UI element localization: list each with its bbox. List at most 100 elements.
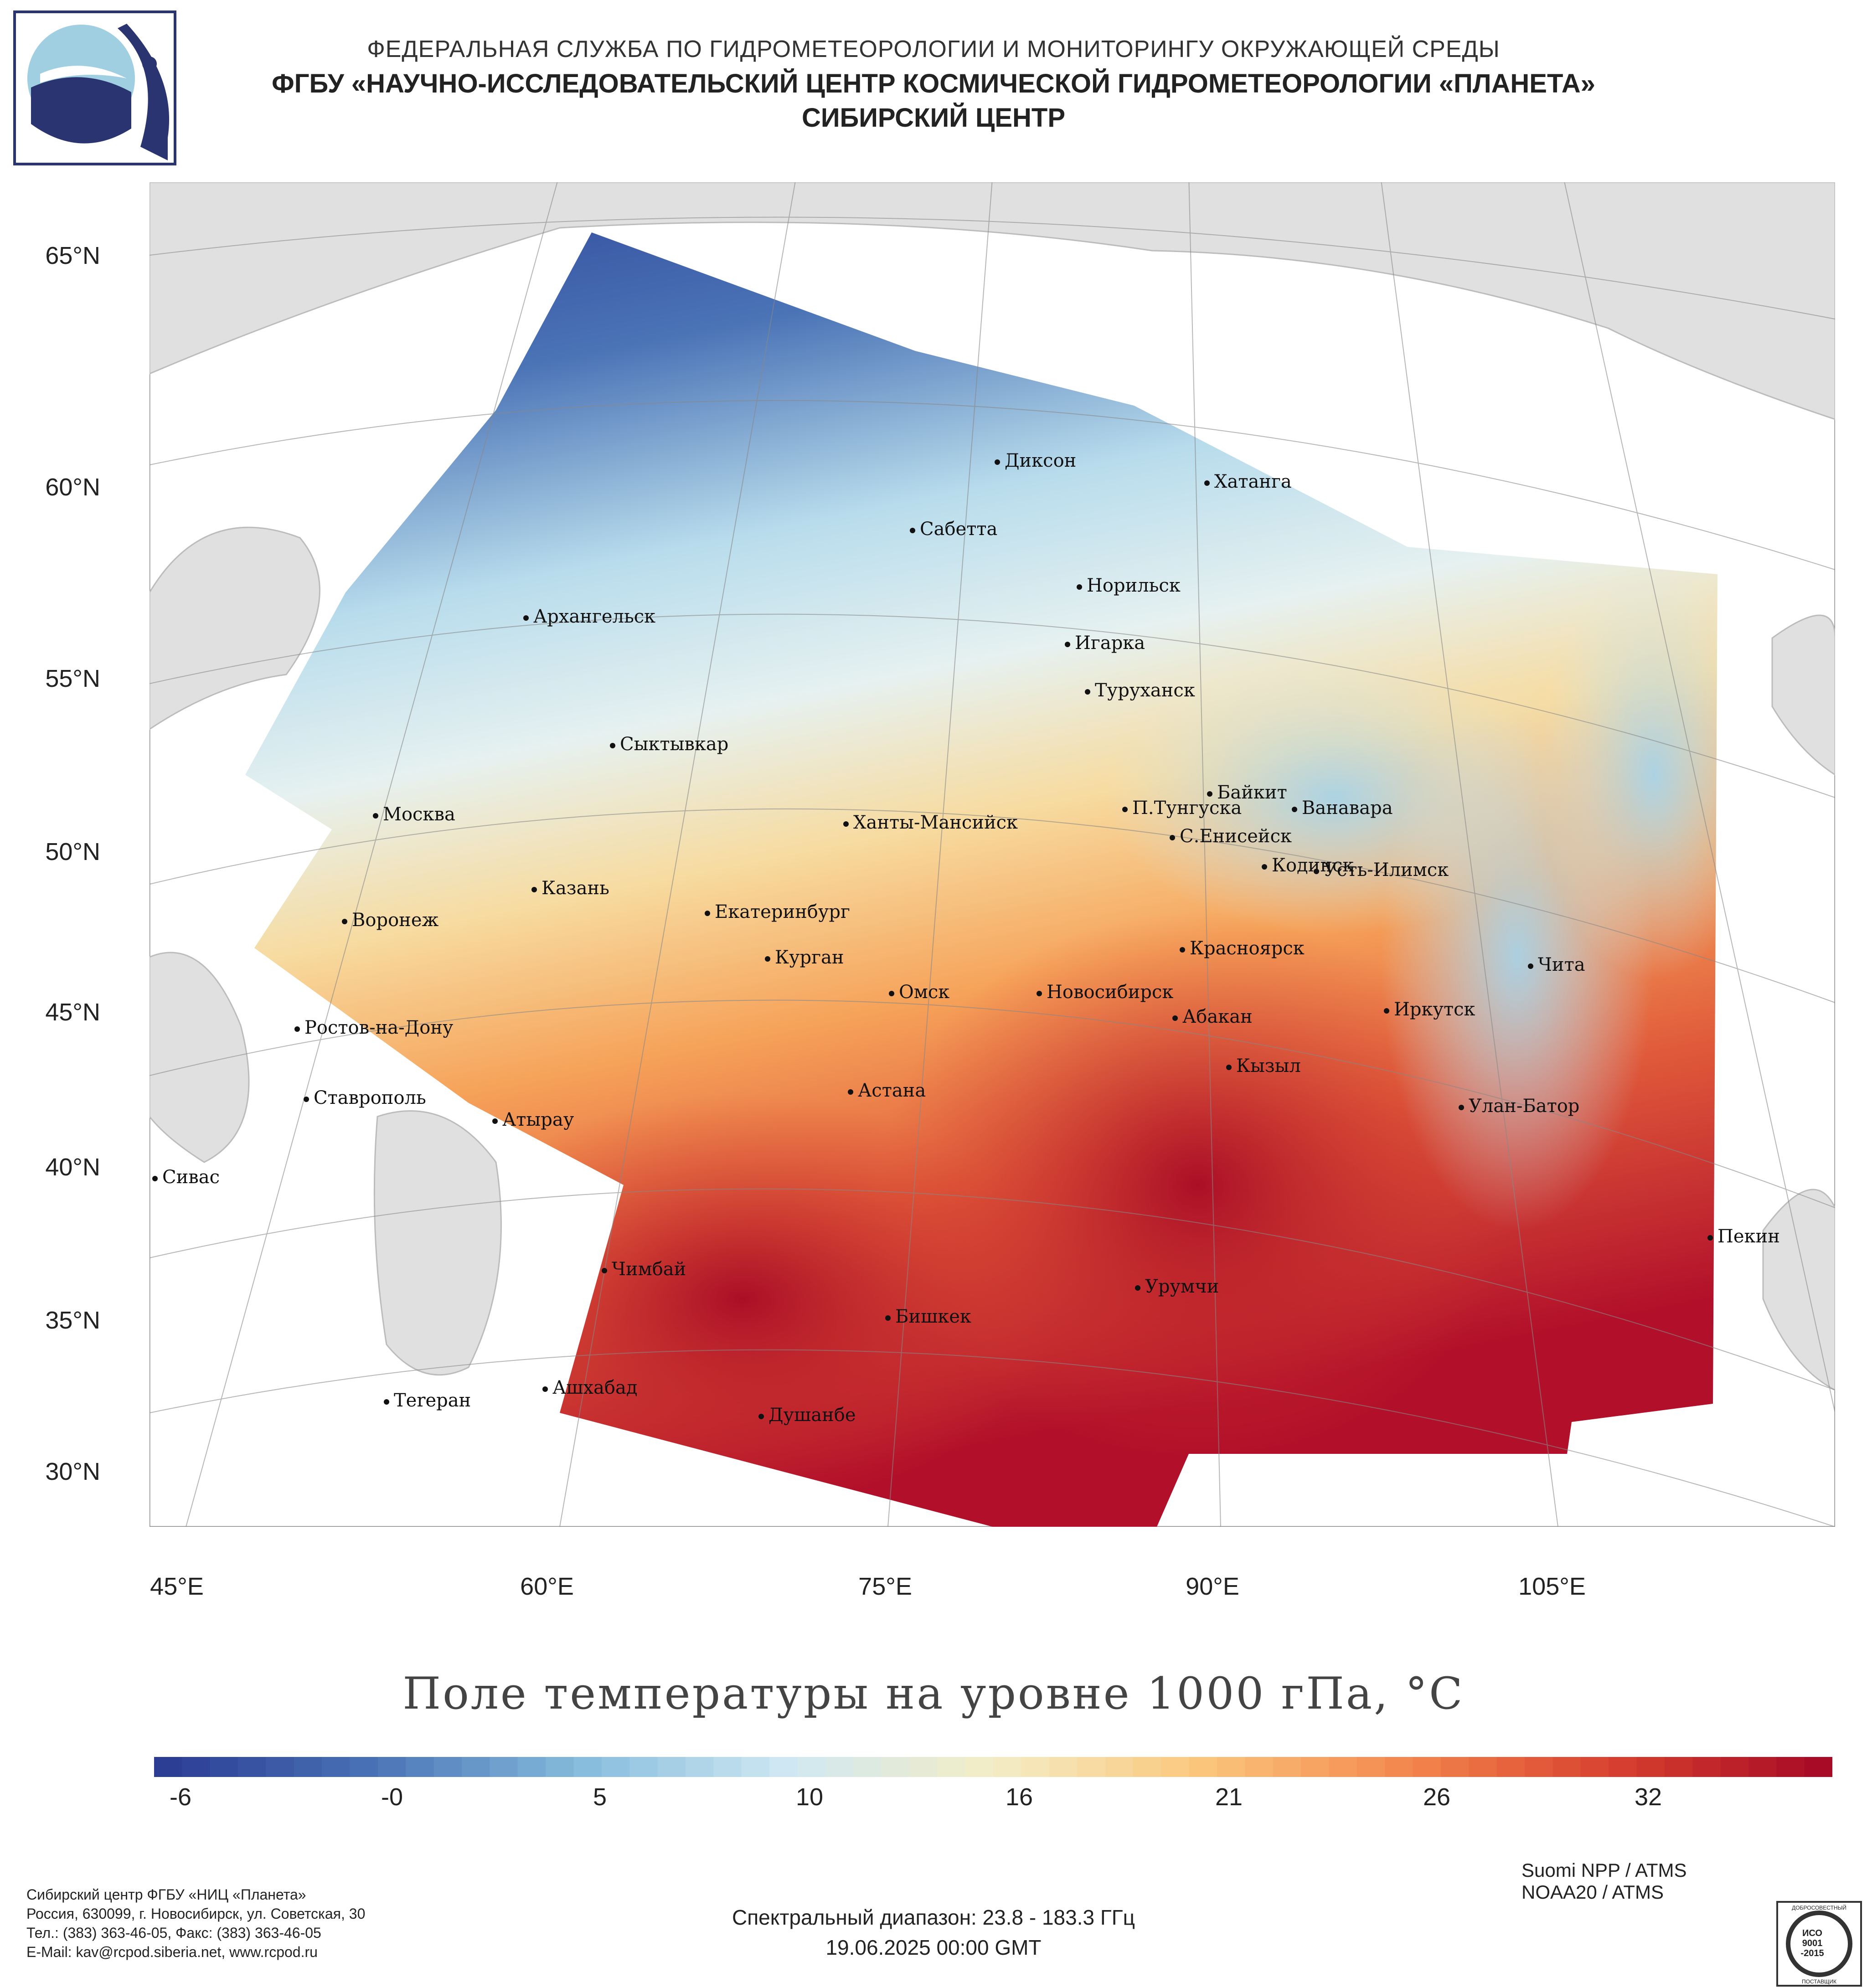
org-address: Россия, 630099, г. Новосибирск, ул. Сове…: [26, 1906, 366, 1922]
colorbar-tick: -0: [381, 1783, 403, 1811]
city-label: Абакан: [1172, 1006, 1253, 1027]
city-dot-icon: [1262, 864, 1267, 870]
colorbar-tick: 10: [795, 1783, 824, 1811]
city-label: Кодинск: [1262, 855, 1354, 876]
city-dot-icon: [1314, 869, 1319, 874]
landmass-scandinavia: [150, 526, 320, 730]
colorbar-segment: [1329, 1757, 1357, 1777]
city-label: Ашхабад: [542, 1377, 637, 1398]
temperature-map: [150, 182, 1835, 1527]
city-label: С.Енисейск: [1170, 826, 1292, 847]
cert-bottom: ПОСТАВЩИК: [1802, 1978, 1836, 1985]
organization-contacts: Сибирский центр ФГБУ «НИЦ «Планета» Росс…: [26, 1885, 528, 1962]
colorbar-segment: [377, 1757, 407, 1777]
satellite-sources: Suomi NPP / ATMS NOAA20 / ATMS: [1521, 1859, 1687, 1903]
colorbar-segment: [601, 1757, 630, 1777]
colorbar-segment: [1552, 1757, 1581, 1777]
city-dot-icon: [1204, 480, 1210, 486]
colorbar-segment: [825, 1757, 854, 1777]
colorbar-segment: [1385, 1757, 1413, 1777]
colorbar-segment: [462, 1757, 490, 1777]
colorbar-segment: [769, 1757, 798, 1777]
city-label: Душанбе: [758, 1405, 856, 1426]
city-label: Москва: [373, 804, 455, 825]
colorbar-segment: [1301, 1757, 1330, 1777]
satellite-1: Suomi NPP / ATMS: [1521, 1859, 1687, 1881]
lon-label: 45°E: [150, 1573, 204, 1600]
org-phone: Тел.: (383) 363-46-05, Факс: (383) 363-4…: [26, 1925, 321, 1941]
lat-label: 45°N: [45, 999, 100, 1026]
city-label: Сабетта: [910, 519, 997, 540]
header-institute: ФГБУ «НАУЧНО-ИССЛЕДОВАТЕЛЬСКИЙ ЦЕНТР КОС…: [272, 69, 1595, 98]
city-label: Сыктывкар: [610, 734, 728, 755]
colorbar-segment: [266, 1757, 294, 1777]
colorbar-segment: [797, 1757, 826, 1777]
city-dot-icon: [523, 615, 529, 621]
colorbar-tick: 5: [593, 1783, 607, 1811]
colorbar-segment: [1776, 1757, 1805, 1777]
city-dot-icon: [705, 911, 710, 916]
colorbar-tick: 26: [1423, 1783, 1451, 1811]
header-agency: ФЕДЕРАЛЬНАЯ СЛУЖБА ПО ГИДРОМЕТЕОРОЛОГИИ …: [367, 36, 1500, 62]
colorbar: [154, 1757, 1832, 1777]
colorbar-segment: [629, 1757, 658, 1777]
city-label: Норильск: [1077, 575, 1181, 596]
colorbar-segment: [294, 1757, 323, 1777]
colorbar-segment: [881, 1757, 910, 1777]
colorbar-segment: [1469, 1757, 1497, 1777]
colorbar-segment: [993, 1757, 1022, 1777]
colorbar-segment: [686, 1757, 714, 1777]
colorbar-segment: [1077, 1757, 1106, 1777]
city-label: П.Тунгуска: [1122, 798, 1242, 819]
colorbar-segment: [1133, 1757, 1162, 1777]
city-label: Теrеран: [384, 1390, 471, 1411]
city-label: Архангельск: [523, 606, 655, 627]
city-dot-icon: [910, 528, 915, 533]
colorbar-segment: [657, 1757, 686, 1777]
spectral-range: Спектральный диапазон: 23.8 - 183.3 ГГц: [732, 1906, 1135, 1929]
city-dot-icon: [765, 956, 770, 962]
colorbar-segment: [853, 1757, 882, 1777]
city-dot-icon: [602, 1268, 607, 1273]
cert-year: -2015: [1800, 1948, 1824, 1958]
city-label: Чита: [1528, 954, 1585, 975]
lat-label: 60°N: [45, 474, 100, 501]
colorbar-segment: [965, 1757, 994, 1777]
city-label: Казань: [531, 878, 609, 899]
cert-number: 9001: [1802, 1938, 1823, 1948]
city-label: Воронеж: [342, 910, 438, 931]
city-dot-icon: [1135, 1285, 1140, 1291]
colorbar-segment: [182, 1757, 211, 1777]
colorbar-segment: [1273, 1757, 1302, 1777]
observation-datetime: 19.06.2025 00:00 GMT: [825, 1936, 1042, 1959]
colorbar-segment: [573, 1757, 602, 1777]
city-dot-icon: [1707, 1235, 1713, 1241]
colorbar-segment: [433, 1757, 463, 1777]
city-dot-icon: [1172, 1015, 1178, 1021]
city-label: Усть-Илимск: [1314, 860, 1449, 881]
city-label: Пекин: [1707, 1226, 1780, 1247]
lat-label: 55°N: [45, 665, 100, 692]
colorbar-segment: [1021, 1757, 1050, 1777]
city-label: Омск: [889, 982, 949, 1003]
city-dot-icon: [373, 813, 378, 819]
city-label: Кызыл: [1226, 1056, 1301, 1076]
colorbar-segment: [713, 1757, 742, 1777]
colorbar-segment: [1496, 1757, 1525, 1777]
colorbar-segment: [322, 1757, 351, 1777]
colorbar-segment: [1245, 1757, 1274, 1777]
colorbar-segment: [1525, 1757, 1553, 1777]
colorbar-segment: [1217, 1757, 1246, 1777]
city-dot-icon: [1077, 584, 1082, 590]
lon-label: 90°E: [1186, 1573, 1239, 1600]
colorbar-segment: [741, 1757, 770, 1777]
colorbar-segment: [909, 1757, 938, 1777]
city-dot-icon: [843, 821, 849, 827]
city-dot-icon: [1065, 642, 1070, 647]
colorbar-tick: 32: [1634, 1783, 1662, 1811]
colorbar-segment: [1692, 1757, 1721, 1777]
city-label: Новосибирск: [1037, 982, 1173, 1003]
org-email: E-Mail: kav@rcpod.siberia.net, www.rcpod…: [26, 1944, 318, 1960]
header-center: СИБИРСКИЙ ЦЕНТР: [801, 103, 1066, 133]
black-sea-region: [150, 952, 250, 1163]
